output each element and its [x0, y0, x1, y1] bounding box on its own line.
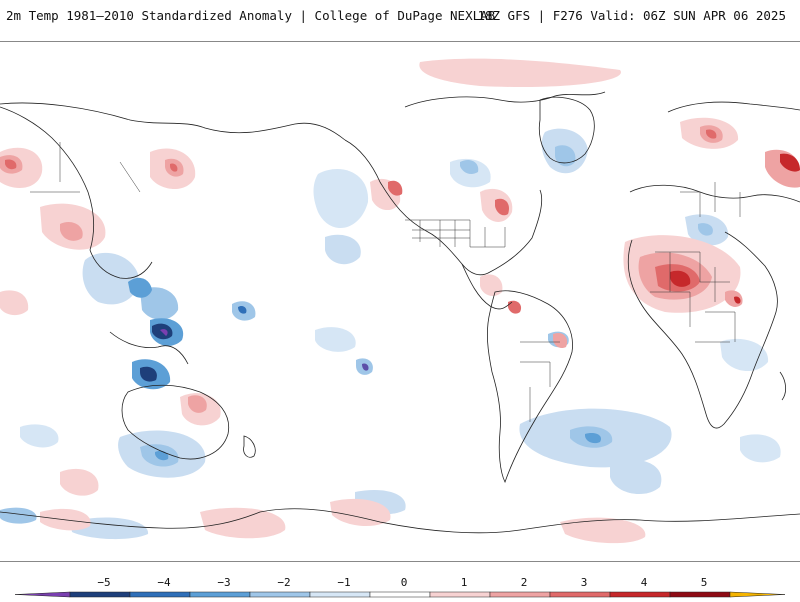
colorbar-tick-label: 5: [700, 576, 708, 589]
colorbar: −5 −4 −3 −2 −1 0 1 2 3 4 5: [10, 568, 790, 598]
colorbar-swatch: [69, 591, 131, 598]
colorbar-tick-label: 2: [520, 576, 528, 589]
warm-anomaly-areas: [0, 58, 800, 544]
map-title: 2m Temp 1981–2010 Standardized Anomaly |…: [6, 8, 496, 23]
colorbar-swatch: [189, 591, 251, 598]
colorbar-swatch: [429, 591, 491, 598]
colorbar-swatch: [369, 591, 431, 598]
colorbar-tick-label: −2: [277, 576, 291, 589]
political-borders: [30, 142, 741, 422]
colorbar-swatch: [489, 591, 551, 598]
colorbar-tick-label: 1: [460, 576, 468, 589]
map-panel[interactable]: [0, 41, 800, 562]
colorbar-tick-label: −4: [157, 576, 171, 589]
coastlines: [0, 91, 800, 534]
colorbar-swatch: [549, 591, 611, 598]
colorbar-tick-label: −1: [337, 576, 351, 589]
colorbar-right-arrow: [729, 591, 786, 598]
colorbar-tick-label: 0: [400, 576, 408, 589]
colorbar-left-arrow: [14, 591, 71, 598]
colorbar-swatch: [309, 591, 371, 598]
colorbar-swatch: [669, 591, 731, 598]
header: 2m Temp 1981–2010 Standardized Anomaly |…: [0, 0, 800, 32]
run-info: 18Z GFS | F276 Valid: 06Z SUN APR 06 202…: [477, 8, 786, 23]
colorbar-tick-label: −3: [217, 576, 231, 589]
colorbar-swatches: [14, 591, 786, 598]
colorbar-swatch: [609, 591, 671, 598]
colorbar-tick-label: 4: [640, 576, 648, 589]
colorbar-swatch: [249, 591, 311, 598]
colorbar-tick-label: −5: [97, 576, 111, 589]
cold-anomaly-areas: [0, 128, 781, 540]
anomaly-map[interactable]: [0, 42, 800, 561]
colorbar-swatch: [129, 591, 191, 598]
colorbar-tick-label: 3: [580, 576, 588, 589]
